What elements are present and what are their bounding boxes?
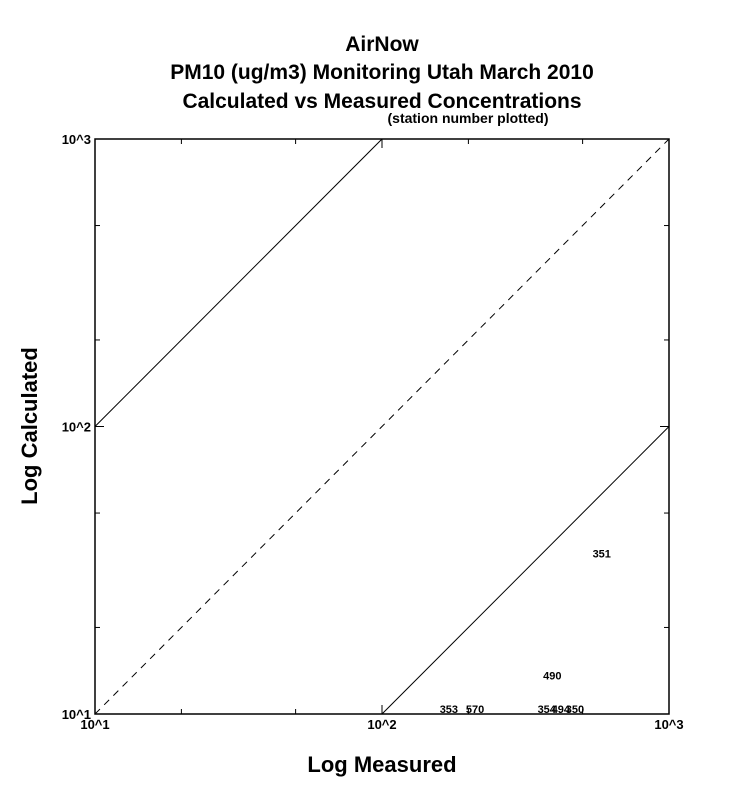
reference-line <box>381 426 670 715</box>
station-point-label: 353 <box>440 704 458 716</box>
reference-line <box>94 138 670 715</box>
chart-title-group: AirNow PM10 (ug/m3) Monitoring Utah Marc… <box>170 33 594 126</box>
station-point-label: 354 <box>538 704 557 716</box>
x-tick-label: 10^2 <box>367 717 396 732</box>
minor-ticks <box>94 138 670 715</box>
y-axis-label: Log Calculated <box>17 347 42 505</box>
y-tick-label: 10^3 <box>62 132 91 147</box>
tick-labels: 10^1 10^2 10^3 10^1 10^2 10^3 <box>62 132 684 732</box>
y-tick-label: 10^2 <box>62 420 91 435</box>
chart-title-line-3: Calculated vs Measured Concentrations <box>182 90 581 113</box>
station-point-label: 494 <box>552 704 571 716</box>
reference-line <box>94 138 383 427</box>
chart-title-line-1: AirNow <box>345 33 419 56</box>
chart-title-line-2: PM10 (ug/m3) Monitoring Utah March 2010 <box>170 61 594 84</box>
station-point-label: 351 <box>593 549 611 561</box>
x-axis-label: Log Measured <box>307 752 456 777</box>
station-point-label: 490 <box>543 670 561 682</box>
station-point-label: 350 <box>566 704 584 716</box>
reference-lines <box>94 138 670 715</box>
x-tick-label: 10^3 <box>654 717 683 732</box>
chart-subtitle: (station number plotted) <box>388 110 549 126</box>
y-tick-label: 10^1 <box>62 707 91 722</box>
station-point-label: 570 <box>466 704 484 716</box>
x-tick-label: 10^1 <box>80 717 109 732</box>
